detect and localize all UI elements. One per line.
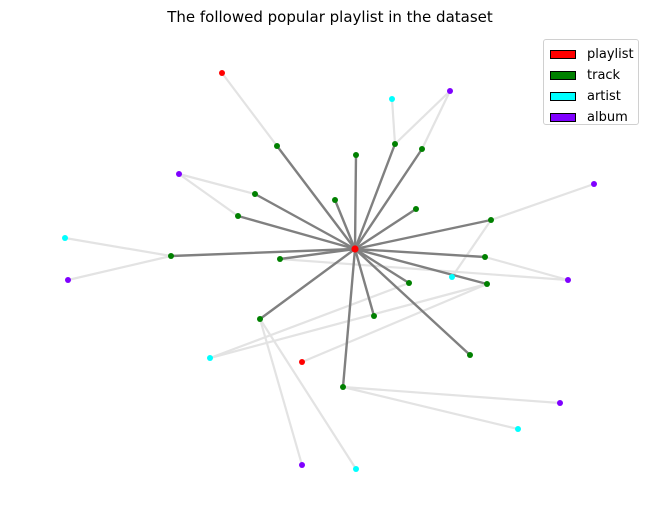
track-node-t10 bbox=[168, 253, 174, 259]
edge-p0-t15 bbox=[258, 247, 357, 321]
track-node-t12 bbox=[482, 254, 488, 260]
track-node-t3 bbox=[392, 141, 398, 147]
node-layer bbox=[62, 70, 597, 472]
playlist-node-p1 bbox=[219, 70, 225, 76]
edge-p0-t9 bbox=[353, 218, 493, 251]
track-node-t7 bbox=[235, 213, 241, 219]
track-node-t18 bbox=[467, 352, 473, 358]
edge-t16-al7 bbox=[341, 385, 562, 405]
playlist-node-p0 bbox=[351, 245, 359, 253]
edge-p0-t2 bbox=[353, 153, 358, 251]
legend-label-album: album bbox=[587, 110, 628, 125]
edge-t9-al3 bbox=[489, 182, 596, 222]
track-node-t14 bbox=[484, 281, 490, 287]
edge-p0-t13 bbox=[353, 247, 411, 285]
legend-label-artist: artist bbox=[587, 89, 621, 104]
edge-t11-al5 bbox=[278, 257, 570, 282]
edge-t10-al4 bbox=[66, 254, 173, 282]
legend-entry-artist: artist bbox=[550, 86, 638, 107]
edge-p0-t14 bbox=[353, 247, 489, 286]
legend-label-track: track bbox=[587, 68, 621, 83]
legend-swatch-album bbox=[550, 113, 576, 122]
legend: playlist track artist album bbox=[543, 39, 639, 125]
edge-t15-ar5 bbox=[258, 317, 358, 471]
album-node-al5 bbox=[565, 277, 571, 283]
track-node-t4 bbox=[419, 146, 425, 152]
legend-label-playlist: playlist bbox=[587, 47, 634, 62]
track-node-t5 bbox=[252, 191, 258, 197]
edge-t3-ar1 bbox=[390, 97, 397, 146]
playlist-node-p2 bbox=[299, 359, 305, 365]
album-node-al1 bbox=[447, 88, 453, 94]
album-node-al3 bbox=[591, 181, 597, 187]
track-node-t9 bbox=[488, 217, 494, 223]
track-node-t16 bbox=[340, 384, 346, 390]
artist-node-ar2 bbox=[449, 274, 455, 280]
track-node-t1 bbox=[274, 143, 280, 149]
track-node-t17 bbox=[371, 313, 377, 319]
track-node-t6 bbox=[332, 197, 338, 203]
edge-p0-t3 bbox=[353, 142, 397, 251]
track-node-t8 bbox=[413, 206, 419, 212]
artist-node-ar5 bbox=[353, 466, 359, 472]
edge-p0-t6 bbox=[333, 198, 357, 251]
chart-title: The followed popular playlist in the dat… bbox=[167, 8, 493, 26]
edge-p0-t8 bbox=[353, 207, 418, 251]
track-node-t13 bbox=[406, 280, 412, 286]
edge-p0-t10 bbox=[169, 247, 357, 258]
edge-p0-t17 bbox=[353, 247, 376, 318]
album-node-al2 bbox=[176, 171, 182, 177]
edge-t1-p1 bbox=[220, 71, 279, 148]
edge-t12-al5 bbox=[483, 255, 570, 282]
legend-swatch-playlist bbox=[550, 50, 576, 59]
edge-p0-t5 bbox=[253, 192, 357, 251]
edge-p0-t16 bbox=[341, 247, 357, 389]
artist-node-ar6 bbox=[515, 426, 521, 432]
track-node-t15 bbox=[257, 316, 263, 322]
legend-swatch-track bbox=[550, 71, 576, 80]
edge-t3-al1 bbox=[393, 89, 452, 146]
legend-swatch-artist bbox=[550, 92, 576, 101]
legend-entry-album: album bbox=[550, 107, 638, 128]
artist-node-ar4 bbox=[207, 355, 213, 361]
edge-p0-t4 bbox=[353, 147, 424, 251]
edge-t16-ar6 bbox=[341, 385, 520, 431]
edge-t9-ar2 bbox=[450, 218, 493, 279]
album-node-al4 bbox=[65, 277, 71, 283]
edge-layer bbox=[63, 71, 596, 471]
legend-entry-track: track bbox=[550, 65, 638, 86]
artist-node-ar1 bbox=[389, 96, 395, 102]
edge-t14-p2 bbox=[300, 282, 489, 364]
artist-node-ar3 bbox=[62, 235, 68, 241]
track-node-t11 bbox=[277, 256, 283, 262]
edge-t15-al6 bbox=[258, 317, 304, 467]
edge-p0-t18 bbox=[353, 247, 472, 357]
album-node-al6 bbox=[299, 462, 305, 468]
edge-p0-t1 bbox=[275, 144, 357, 251]
album-node-al7 bbox=[557, 400, 563, 406]
edge-t13-ar4 bbox=[208, 281, 411, 360]
edge-t7-al2 bbox=[177, 172, 240, 218]
edge-t4-al1 bbox=[420, 89, 452, 151]
edge-p0-t7 bbox=[236, 214, 357, 251]
edge-t10-ar3 bbox=[63, 236, 173, 258]
edge-p0-t12 bbox=[353, 247, 487, 259]
edge-p0-t11 bbox=[278, 247, 357, 261]
track-node-t2 bbox=[353, 152, 359, 158]
legend-entry-playlist: playlist bbox=[550, 44, 638, 65]
edge-t5-al2 bbox=[177, 172, 257, 196]
